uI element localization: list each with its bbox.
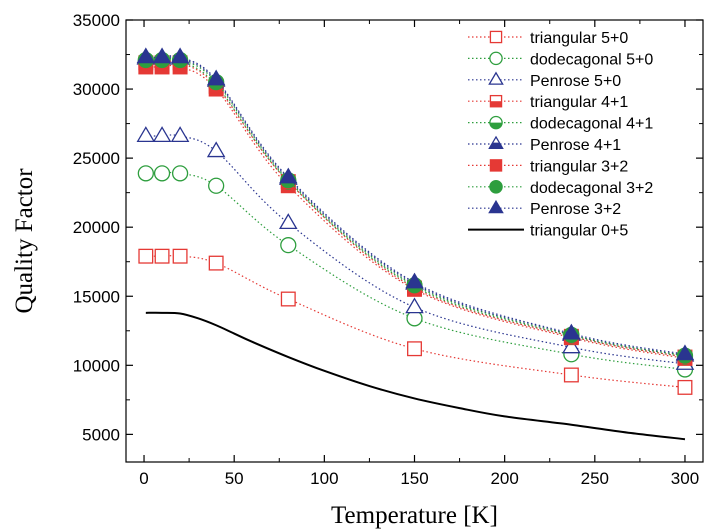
data-point <box>137 165 154 182</box>
data-point <box>136 126 156 142</box>
y-tick-label: 25000 <box>73 149 120 168</box>
legend-marker <box>488 199 504 214</box>
legend-label: dodecagonal 4+1 <box>530 116 653 133</box>
legend-label: triangular 4+1 <box>530 94 628 111</box>
data-point <box>138 248 154 264</box>
x-tick-label: 100 <box>310 469 338 488</box>
x-tick-label: 250 <box>581 469 609 488</box>
data-point <box>280 291 296 307</box>
data-point <box>405 272 424 289</box>
y-tick-label: 10000 <box>73 356 120 375</box>
data-point <box>675 344 695 361</box>
data-point <box>170 47 190 64</box>
legend-label: Penrose 5+0 <box>530 73 621 90</box>
data-point <box>136 47 156 64</box>
legend-marker <box>489 51 503 66</box>
data-point <box>206 141 226 158</box>
data-point <box>171 165 189 182</box>
y-tick-label: 30000 <box>73 80 120 99</box>
y-tick-label: 15000 <box>73 287 120 306</box>
x-axis: 0 50 100 150 200 250 300 <box>139 20 699 488</box>
x-tick-label: 300 <box>671 469 699 488</box>
data-point <box>152 47 172 64</box>
legend-label: triangular 5+0 <box>530 30 628 47</box>
series-line <box>145 311 686 441</box>
plot-marks <box>136 47 695 441</box>
legend-label: dodecagonal 3+2 <box>530 180 653 197</box>
data-point <box>152 126 172 142</box>
legend: triangular 5+0 dodecagonal 5+0 Penrose 5+0… <box>468 30 653 240</box>
data-point <box>407 341 422 357</box>
x-tick-label: 150 <box>400 469 428 488</box>
legend-marker <box>489 115 503 130</box>
x-tick-label: 0 <box>139 469 148 488</box>
data-point <box>405 297 424 314</box>
legend-label: triangular 0+5 <box>530 223 628 240</box>
data-point <box>206 69 226 86</box>
y-axis-label: Quality Factor <box>11 168 38 314</box>
data-point <box>562 323 581 340</box>
x-axis-label: Temperature [K] <box>331 502 498 529</box>
x-tick-label: 200 <box>490 469 518 488</box>
data-point <box>153 165 171 182</box>
x-tick-label: 50 <box>225 469 244 488</box>
legend-label: triangular 3+2 <box>530 158 628 175</box>
legend-marker <box>488 71 504 85</box>
legend-marker <box>489 30 503 44</box>
data-point <box>208 255 224 271</box>
data-point <box>172 248 188 264</box>
data-point <box>677 379 693 395</box>
legend-marker <box>488 135 504 150</box>
data-point <box>170 126 190 142</box>
y-tick-label: 20000 <box>73 218 120 237</box>
data-point <box>280 237 297 254</box>
legend-marker <box>489 180 503 194</box>
y-tick-label: 35000 <box>73 11 120 30</box>
data-point <box>154 248 170 264</box>
y-tick-label: 5000 <box>82 425 120 444</box>
data-point <box>278 213 298 230</box>
data-point <box>208 177 225 194</box>
y-axis: 5000 10000 15000 20000 25000 30000 35000 <box>73 11 703 444</box>
data-point <box>278 167 298 184</box>
data-point <box>562 337 581 354</box>
legend-label: Penrose 4+1 <box>530 137 621 154</box>
legend-label: Penrose 3+2 <box>530 201 621 218</box>
legend-label: dodecagonal 5+0 <box>530 51 653 68</box>
data-point <box>563 367 579 383</box>
legend-marker <box>489 159 503 172</box>
legend-marker <box>489 94 503 108</box>
